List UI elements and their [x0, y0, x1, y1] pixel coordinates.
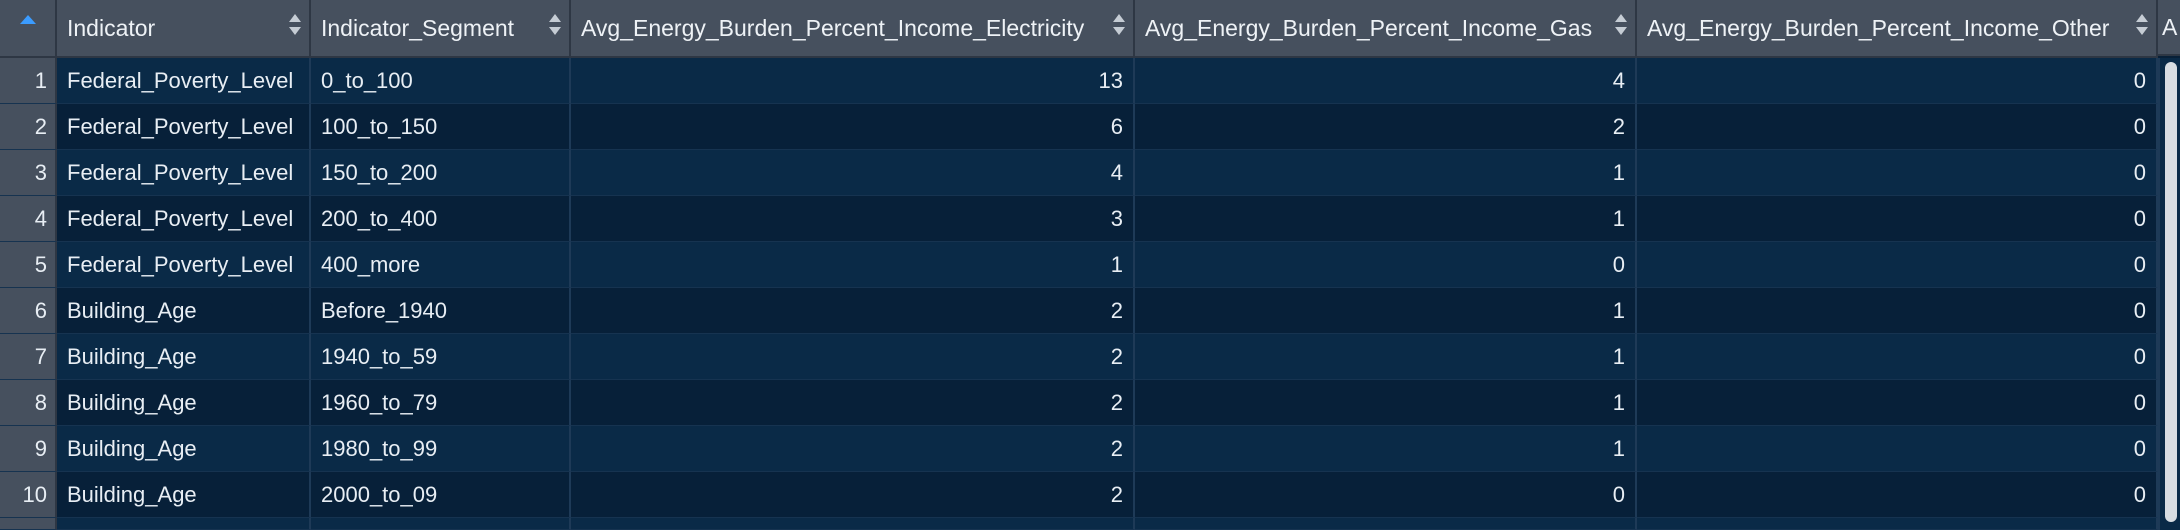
table-row[interactable]: 9 Building_Age 1980_to_99 2 1 0 [0, 426, 2158, 472]
table-row[interactable]: 8 Building_Age 1960_to_79 2 1 0 [0, 380, 2158, 426]
sort-toggle-icon[interactable] [1113, 14, 1125, 38]
cell-other[interactable]: 0 [1637, 104, 2158, 150]
cell-electricity[interactable]: 2 [571, 288, 1135, 334]
cell-indicator[interactable]: Federal_Poverty_Level [57, 58, 311, 104]
cell-electricity[interactable]: 1 [571, 242, 1135, 288]
column-header-indicator[interactable]: Indicator [57, 0, 311, 56]
cell-gas[interactable]: 1 [1135, 288, 1637, 334]
cell-electricity[interactable]: 2 [571, 334, 1135, 380]
cell-indicator-segment[interactable]: 2000_to_09 [311, 472, 571, 518]
cell-indicator[interactable]: Building_Age [57, 380, 311, 426]
cell-electricity[interactable]: 6 [571, 104, 1135, 150]
cell-indicator[interactable]: Building_Age [57, 334, 311, 380]
row-number-header[interactable] [0, 0, 57, 56]
cell-indicator[interactable]: Federal_Poverty_Level [57, 150, 311, 196]
cell-gas[interactable]: 1 [1135, 196, 1637, 242]
row-number[interactable]: 6 [0, 288, 57, 334]
column-header-label: Avg_Energy_Burden_Percent_Income_Other [1647, 14, 2110, 41]
row-number[interactable]: 8 [0, 380, 57, 426]
cell-electricity[interactable]: 4 [571, 150, 1135, 196]
cell-indicator-segment[interactable]: 1960_to_79 [311, 380, 571, 426]
cell-other[interactable]: 0 [1637, 288, 2158, 334]
column-header-gas[interactable]: Avg_Energy_Burden_Percent_Income_Gas [1135, 0, 1637, 56]
cell-indicator-segment[interactable]: 400_more [311, 242, 571, 288]
row-number[interactable]: 1 [0, 58, 57, 104]
row-number[interactable]: 5 [0, 242, 57, 288]
table-row[interactable]: 3 Federal_Poverty_Level 150_to_200 4 1 0 [0, 150, 2158, 196]
cell-other[interactable]: 0 [1637, 150, 2158, 196]
cell-other[interactable]: 0 [1637, 334, 2158, 380]
cell-electricity[interactable]: 3 [571, 196, 1135, 242]
table-row-partial [0, 518, 2158, 530]
table-header: Indicator Indicator_Segment Avg_Energy_B… [0, 0, 2158, 58]
row-number[interactable]: 10 [0, 472, 57, 518]
cell-indicator-segment[interactable]: 200_to_400 [311, 196, 571, 242]
cell-indicator[interactable]: Building_Age [57, 472, 311, 518]
column-header-label: A [2162, 13, 2178, 40]
table-row[interactable]: 5 Federal_Poverty_Level 400_more 1 0 0 [0, 242, 2158, 288]
row-number[interactable]: 9 [0, 426, 57, 472]
sort-toggle-icon[interactable] [1615, 14, 1627, 38]
cell-electricity[interactable]: 2 [571, 472, 1135, 518]
row-number[interactable]: 3 [0, 150, 57, 196]
column-header-indicator-segment[interactable]: Indicator_Segment [311, 0, 571, 56]
cell-electricity[interactable]: 13 [571, 58, 1135, 104]
row-number[interactable]: 4 [0, 196, 57, 242]
cell-gas[interactable]: 1 [1135, 334, 1637, 380]
table-body: 1 Federal_Poverty_Level 0_to_100 13 4 0 2 Feder… [0, 58, 2158, 518]
sort-ascending-icon [19, 14, 36, 24]
cell-gas[interactable]: 4 [1135, 58, 1637, 104]
cell-other[interactable]: 0 [1637, 426, 2158, 472]
scrollbar-thumb[interactable] [2165, 62, 2177, 522]
cell-other[interactable]: 0 [1637, 58, 2158, 104]
cell-other[interactable]: 0 [1637, 472, 2158, 518]
cell-indicator-segment[interactable]: 0_to_100 [311, 58, 571, 104]
table-row[interactable]: 10 Building_Age 2000_to_09 2 0 0 [0, 472, 2158, 518]
cell-indicator-segment[interactable]: 150_to_200 [311, 150, 571, 196]
cell-gas[interactable]: 2 [1135, 104, 1637, 150]
row-number[interactable]: 7 [0, 334, 57, 380]
column-header-other[interactable]: Avg_Energy_Burden_Percent_Income_Other [1637, 0, 2158, 56]
cell-indicator-segment[interactable]: Before_1940 [311, 288, 571, 334]
table-row[interactable]: 7 Building_Age 1940_to_59 2 1 0 [0, 334, 2158, 380]
cell-indicator[interactable]: Federal_Poverty_Level [57, 104, 311, 150]
column-header-label: Indicator_Segment [321, 14, 515, 41]
cell-other[interactable]: 0 [1637, 196, 2158, 242]
cell-indicator[interactable]: Building_Age [57, 426, 311, 472]
sort-toggle-icon[interactable] [549, 14, 561, 38]
table-row[interactable]: 1 Federal_Poverty_Level 0_to_100 13 4 0 [0, 58, 2158, 104]
cell-electricity[interactable]: 2 [571, 426, 1135, 472]
sort-toggle-icon[interactable] [289, 14, 301, 38]
row-number[interactable]: 2 [0, 104, 57, 150]
table-row[interactable]: 6 Building_Age Before_1940 2 1 0 [0, 288, 2158, 334]
cell-indicator-segment[interactable]: 1980_to_99 [311, 426, 571, 472]
cell-indicator-segment[interactable]: 1940_to_59 [311, 334, 571, 380]
table-row[interactable]: 2 Federal_Poverty_Level 100_to_150 6 2 0 [0, 104, 2158, 150]
column-header-next-peek[interactable]: A [2158, 0, 2180, 56]
column-header-electricity[interactable]: Avg_Energy_Burden_Percent_Income_Electri… [571, 0, 1135, 56]
cell-electricity[interactable]: 2 [571, 380, 1135, 426]
cell-gas[interactable]: 0 [1135, 472, 1637, 518]
cell-indicator[interactable]: Federal_Poverty_Level [57, 242, 311, 288]
column-header-label: Avg_Energy_Burden_Percent_Income_Electri… [581, 14, 1085, 41]
cell-gas[interactable]: 1 [1135, 150, 1637, 196]
cell-gas[interactable]: 1 [1135, 380, 1637, 426]
cell-other[interactable]: 0 [1637, 380, 2158, 426]
sort-toggle-icon[interactable] [2136, 14, 2148, 38]
cell-gas[interactable]: 0 [1135, 242, 1637, 288]
cell-indicator[interactable]: Building_Age [57, 288, 311, 334]
table-row[interactable]: 4 Federal_Poverty_Level 200_to_400 3 1 0 [0, 196, 2158, 242]
vertical-scrollbar[interactable] [2158, 58, 2180, 530]
column-header-label: Indicator [67, 14, 156, 41]
cell-indicator-segment[interactable]: 100_to_150 [311, 104, 571, 150]
column-header-label: Avg_Energy_Burden_Percent_Income_Gas [1145, 14, 1593, 41]
cell-indicator[interactable]: Federal_Poverty_Level [57, 196, 311, 242]
cell-other[interactable]: 0 [1637, 242, 2158, 288]
cell-gas[interactable]: 1 [1135, 426, 1637, 472]
